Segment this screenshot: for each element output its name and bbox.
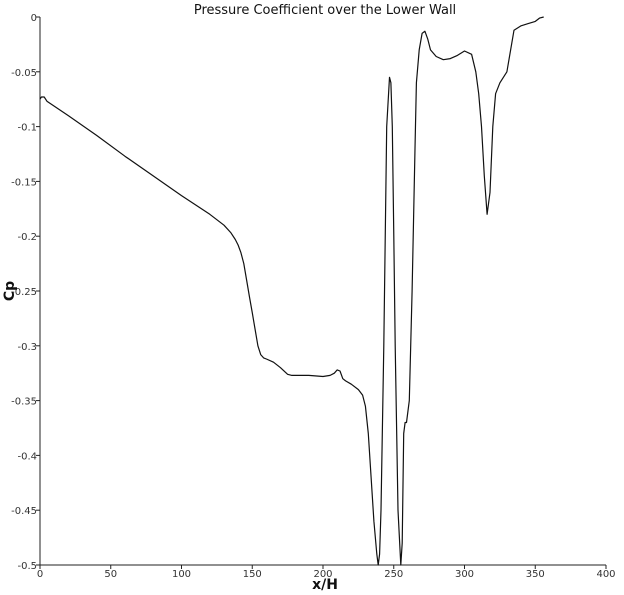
y-tick-label: -0.05 <box>11 68 37 79</box>
x-tick-label: 250 <box>384 569 403 580</box>
y-tick-label: -0.3 <box>17 342 37 353</box>
plot-series <box>39 16 544 566</box>
x-tick-label: 100 <box>172 569 191 580</box>
x-tick-label: 0 <box>37 569 43 580</box>
x-tick-label: 300 <box>455 569 474 580</box>
x-tick-label: 50 <box>104 569 117 580</box>
y-tick-label: -0.4 <box>17 451 37 462</box>
y-tick-label: -0.15 <box>11 177 37 188</box>
axes <box>39 17 606 566</box>
y-tick-label: -0.5 <box>17 561 37 572</box>
x-tick-label: 350 <box>526 569 545 580</box>
y-tick-label: -0.45 <box>11 506 37 517</box>
x-tick-label: 200 <box>313 569 332 580</box>
x-ticks: 0 50 100 150 200 250 300 350 400 <box>37 565 616 580</box>
x-tick-label: 150 <box>243 569 262 580</box>
y-tick-label: -0.35 <box>11 397 37 408</box>
y-tick-label: -0.2 <box>17 232 37 243</box>
y-axis-label: Cp <box>2 281 18 301</box>
cp-series-line <box>39 16 544 566</box>
y-tick-label: 0 <box>31 13 37 24</box>
y-tick-label: -0.25 <box>11 287 37 298</box>
y-ticks: 0 -0.05 -0.1 -0.15 -0.2 -0.25 -0.3 -0.35 -0.4 -0.… <box>11 13 40 572</box>
chart-title: Pressure Coefficient over the Lower Wall <box>194 3 456 18</box>
y-tick-label: -0.1 <box>17 123 37 134</box>
x-axis-label: x/H <box>312 577 338 593</box>
x-tick-label: 400 <box>596 569 615 580</box>
